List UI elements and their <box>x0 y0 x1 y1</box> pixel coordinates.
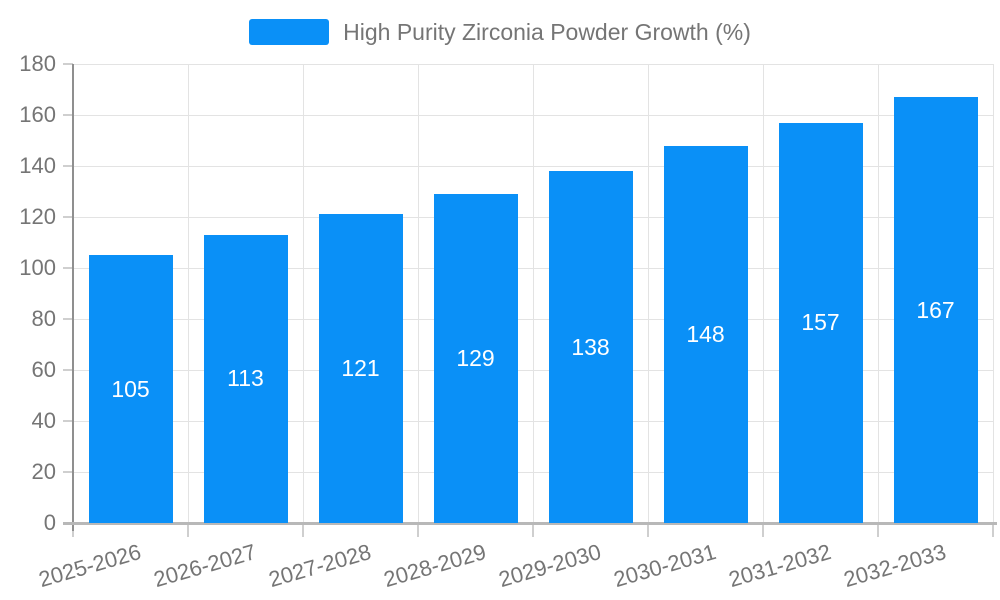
bar-value-label: 129 <box>456 345 495 372</box>
bar-value-label: 105 <box>111 375 150 402</box>
bar-value-label: 148 <box>686 320 725 347</box>
y-axis-tick <box>63 318 73 320</box>
x-axis-label: 2030-2031 <box>611 539 720 593</box>
y-axis-tick <box>63 165 73 167</box>
x-axis-label: 2026-2027 <box>151 539 260 593</box>
y-axis-tick-label: 0 <box>43 510 56 535</box>
x-axis-label: 2025-2026 <box>36 539 145 593</box>
bar: 148 <box>663 145 748 523</box>
x-axis-label: 2028-2029 <box>381 539 490 593</box>
legend-swatch <box>249 19 330 45</box>
x-axis-tick <box>877 523 879 537</box>
bar: 113 <box>203 234 288 523</box>
x-axis-tick <box>532 523 534 537</box>
x-axis-tick <box>302 523 304 537</box>
gridline-vertical <box>187 64 189 523</box>
y-axis-tick <box>63 63 73 65</box>
x-axis-label: 2032-2033 <box>841 539 950 593</box>
y-axis-tick-label: 140 <box>19 153 56 178</box>
gridline-vertical <box>302 64 304 523</box>
x-axis-tick <box>647 523 649 537</box>
legend[interactable]: High Purity Zirconia Powder Growth (%) <box>0 19 1000 45</box>
y-axis-tick-label: 100 <box>19 255 56 280</box>
gridline-vertical <box>877 64 879 523</box>
gridline-vertical <box>532 64 534 523</box>
y-axis-tick <box>63 267 73 269</box>
bar-value-label: 113 <box>227 365 264 392</box>
bar-value-label: 138 <box>571 333 610 360</box>
y-axis-tick <box>63 114 73 116</box>
x-axis-label: 2029-2030 <box>496 539 605 593</box>
x-axis-line <box>63 522 997 525</box>
y-axis-tick <box>63 216 73 218</box>
bar-value-label: 167 <box>916 296 955 323</box>
bar: 157 <box>778 122 863 523</box>
bar: 105 <box>88 255 173 523</box>
gridline-vertical <box>992 64 994 523</box>
gridline-vertical <box>762 64 764 523</box>
bar-value-label: 157 <box>801 309 840 336</box>
bar-value-label: 121 <box>341 355 380 382</box>
y-axis-tick-label: 80 <box>31 306 56 331</box>
y-axis-tick-label: 40 <box>31 408 56 433</box>
bar: 129 <box>433 194 518 523</box>
y-axis-tick-label: 180 <box>19 51 56 76</box>
bar: 121 <box>318 214 403 523</box>
bar: 138 <box>548 171 633 523</box>
x-axis-tick <box>417 523 419 537</box>
gridline-vertical <box>417 64 419 523</box>
gridline-vertical <box>647 64 649 523</box>
bar: 167 <box>893 97 978 523</box>
y-axis-tick-label: 20 <box>31 459 56 484</box>
y-axis-tick <box>63 471 73 473</box>
x-axis-label: 2027-2028 <box>266 539 375 593</box>
x-axis-label: 2031-2032 <box>726 539 835 593</box>
y-axis-tick <box>63 369 73 371</box>
y-axis-tick-label: 160 <box>19 102 56 127</box>
legend-label: High Purity Zirconia Powder Growth (%) <box>343 19 751 45</box>
x-axis-tick <box>992 523 994 537</box>
y-axis-line <box>72 64 74 531</box>
y-axis-tick-label: 120 <box>19 204 56 229</box>
x-axis-tick <box>762 523 764 537</box>
y-axis-tick-label: 60 <box>31 357 56 382</box>
x-axis-tick <box>187 523 189 537</box>
y-axis-tick <box>63 420 73 422</box>
